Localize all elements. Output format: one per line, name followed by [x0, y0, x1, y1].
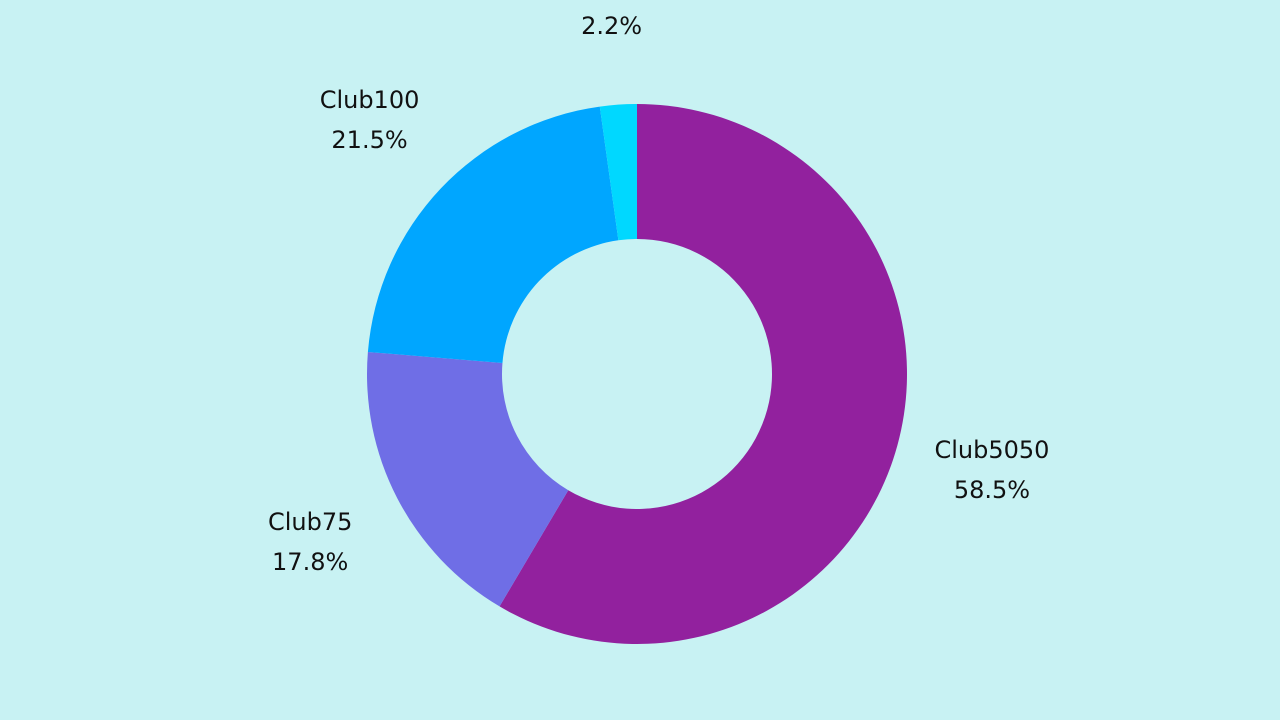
slice-label: Club100 — [320, 86, 420, 114]
slice-value: 21.5% — [331, 126, 407, 154]
slice-value: 58.5% — [954, 476, 1030, 504]
donut-slice — [367, 106, 619, 363]
donut-slice — [367, 351, 569, 607]
slice-label: Club5050 — [934, 436, 1049, 464]
slice-label: Club75 — [268, 508, 352, 536]
slice-value: 17.8% — [272, 548, 348, 576]
slice-value: 2.2% — [581, 12, 642, 40]
donut-slice — [599, 104, 637, 241]
donut-slice — [499, 104, 908, 645]
